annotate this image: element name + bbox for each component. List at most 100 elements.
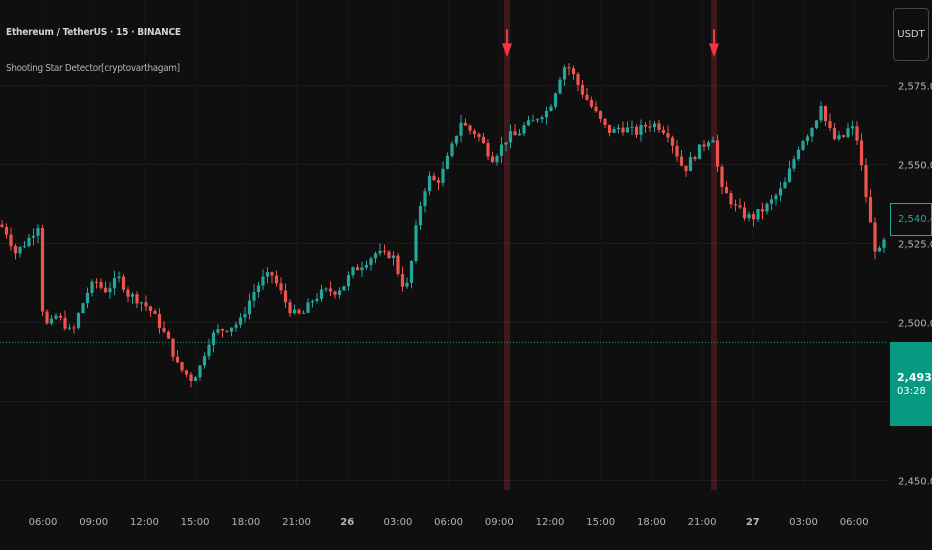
candle-body <box>189 374 193 382</box>
candle-body <box>720 166 724 187</box>
candle-body <box>828 121 832 128</box>
candle-body <box>382 250 387 252</box>
candle-body <box>702 144 706 147</box>
candle-body <box>418 205 423 226</box>
candle-body <box>391 255 396 259</box>
signal-highlight <box>711 0 717 490</box>
candle-body <box>580 84 585 95</box>
shooting-star-marker <box>502 43 512 58</box>
candle-body <box>742 207 747 219</box>
candle-body <box>607 124 612 133</box>
candle-body <box>675 145 679 157</box>
candle-body <box>319 289 324 299</box>
candle-body <box>661 129 666 134</box>
candle-body <box>324 288 328 290</box>
candle-body <box>166 331 171 339</box>
candle-body <box>841 135 846 137</box>
candle-body <box>81 303 85 314</box>
candle-body <box>688 156 693 172</box>
candle-body <box>873 222 877 252</box>
indicator-title[interactable]: Shooting Star Detector[cryptovarthagam] <box>6 63 180 74</box>
candle-body <box>243 314 247 318</box>
candle-body <box>531 120 535 122</box>
currency-button[interactable]: USDT <box>893 8 929 61</box>
candle-body <box>18 246 22 254</box>
candle-body <box>369 258 373 265</box>
reference-price-badge: 2,540.46 <box>890 203 932 236</box>
x-tick-label: 09:00 <box>485 517 514 528</box>
candle-body <box>121 276 126 290</box>
candle-body <box>805 136 810 142</box>
candle-body <box>148 306 153 311</box>
candle-body <box>333 291 337 295</box>
candle-body <box>679 156 684 166</box>
candle-body <box>549 106 553 111</box>
candle-body <box>229 327 234 332</box>
candle-body <box>810 127 814 137</box>
candle-body <box>499 144 504 157</box>
candle-body <box>796 149 801 160</box>
candle-body <box>571 68 576 75</box>
x-tick-label: 27 <box>746 517 760 528</box>
x-tick-label: 15:00 <box>586 517 615 528</box>
candle-body <box>463 122 468 126</box>
candle-body <box>526 120 531 126</box>
candle-body <box>234 324 238 328</box>
candle-body <box>238 317 243 325</box>
candle-body <box>472 130 477 134</box>
candle-body <box>715 140 720 167</box>
candle-body <box>454 135 459 144</box>
x-tick-label: 06:00 <box>29 517 58 528</box>
y-tick-label: 2,550.00 <box>898 160 932 171</box>
candle-body <box>603 118 607 125</box>
candle-body <box>729 193 733 205</box>
candle-body <box>288 302 292 314</box>
candle-body <box>373 253 378 259</box>
candle-body <box>756 209 760 220</box>
x-tick-label: 09:00 <box>79 517 108 528</box>
candle-body <box>643 124 648 127</box>
y-tick-label: 2,450.00 <box>898 477 932 488</box>
candle-body <box>787 168 792 182</box>
candle-body <box>153 310 157 314</box>
shooting-star-marker <box>709 43 719 58</box>
candle-body <box>144 302 148 307</box>
candle-body <box>58 315 63 318</box>
candle-body <box>450 143 454 156</box>
candle-body <box>94 281 99 283</box>
candle-body <box>117 276 121 279</box>
candle-body <box>625 127 630 133</box>
candle-body <box>594 106 598 112</box>
candle-body <box>765 203 769 212</box>
candle-body <box>733 204 738 206</box>
candle-body <box>783 181 787 189</box>
candle-body <box>387 251 391 259</box>
candle-body <box>256 285 261 293</box>
candle-body <box>346 275 351 287</box>
candle-body <box>441 168 445 183</box>
candle-body <box>747 214 751 219</box>
candle-body <box>180 362 184 371</box>
candle-body <box>283 290 288 303</box>
candle-body <box>819 106 823 121</box>
candle-body <box>378 250 382 254</box>
candle-body <box>22 246 27 248</box>
candle-body <box>684 165 688 172</box>
candle-body <box>670 137 675 146</box>
symbol-title[interactable]: Ethereum / TetherUS · 15 · BINANCE <box>6 27 181 38</box>
y-tick-label: 2,575.00 <box>898 81 932 92</box>
candle-body <box>207 344 211 357</box>
candle-body <box>409 261 414 283</box>
x-tick-label: 21:00 <box>282 517 311 528</box>
countdown-label: 03:28 <box>897 386 926 397</box>
candle-body <box>837 135 841 140</box>
candle-body <box>67 327 72 329</box>
candle-body <box>85 292 90 304</box>
candle-body <box>270 272 274 276</box>
candle-body <box>693 156 697 160</box>
candle-body <box>54 315 58 319</box>
candle-body <box>639 124 643 135</box>
candle-body <box>630 126 634 128</box>
